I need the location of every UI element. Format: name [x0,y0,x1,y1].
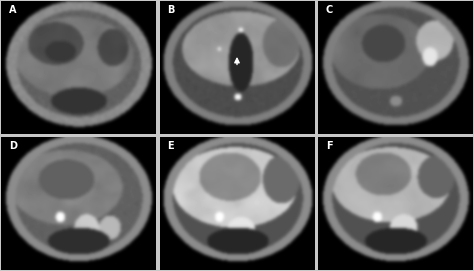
Text: A: A [9,5,17,15]
Text: F: F [326,141,332,151]
Text: C: C [326,5,333,15]
Text: E: E [167,141,174,151]
Text: B: B [167,5,175,15]
Text: D: D [9,141,17,151]
